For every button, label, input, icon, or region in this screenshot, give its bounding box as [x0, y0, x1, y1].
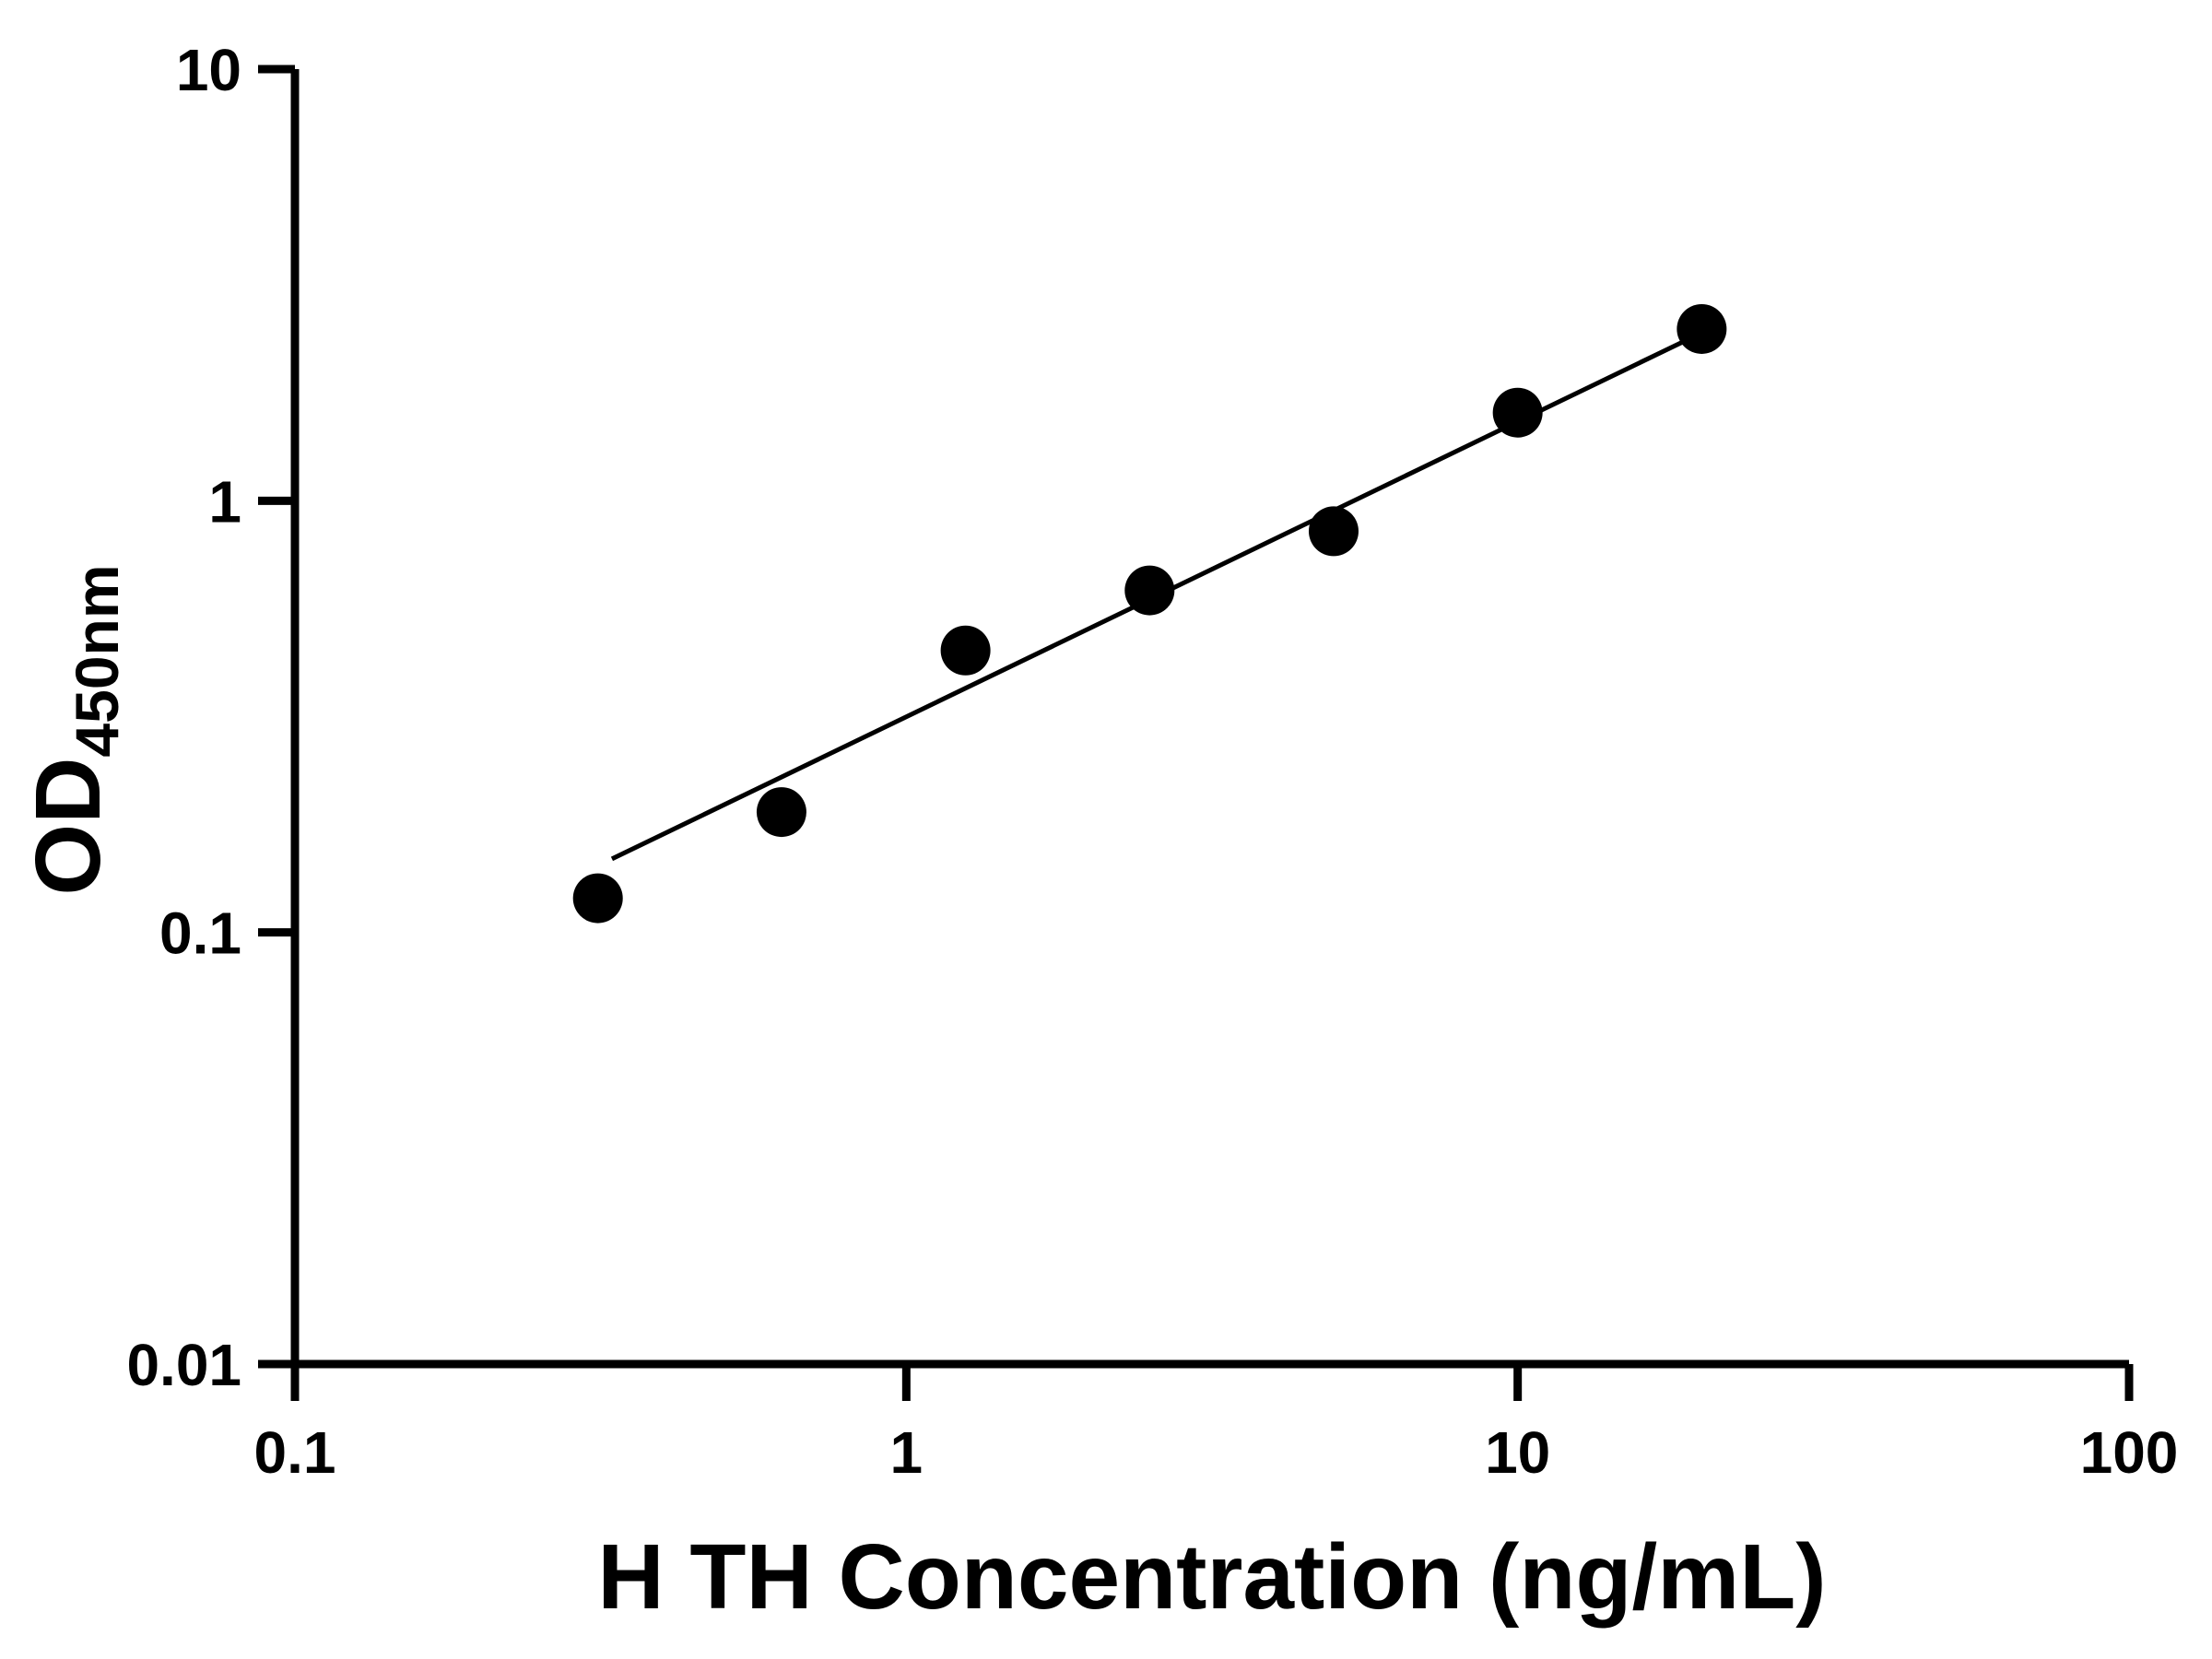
y-tick-label: 10	[176, 37, 241, 103]
x-tick-label: 0.1	[254, 1419, 336, 1486]
y-tick-label: 0.1	[159, 900, 241, 967]
y-axis-title-subscript: 450nm	[63, 564, 131, 757]
data-point	[1308, 506, 1359, 557]
data-point	[1124, 565, 1175, 616]
data-point	[756, 787, 806, 838]
y-axis-title: OD450nm	[17, 564, 131, 895]
data-point	[940, 625, 991, 676]
y-tick-label: 1	[208, 468, 241, 535]
data-point	[572, 873, 623, 924]
x-tick-label: 1	[890, 1419, 924, 1486]
data-point	[1677, 303, 1727, 354]
x-tick-label: 10	[1485, 1419, 1550, 1486]
x-tick-label: 100	[2080, 1419, 2179, 1486]
y-axis-title-main: OD	[17, 758, 120, 896]
data-point	[1492, 387, 1543, 438]
x-axis-title: H TH Concentration (ng/mL)	[597, 1525, 1826, 1629]
y-tick-label: 0.01	[126, 1332, 241, 1398]
